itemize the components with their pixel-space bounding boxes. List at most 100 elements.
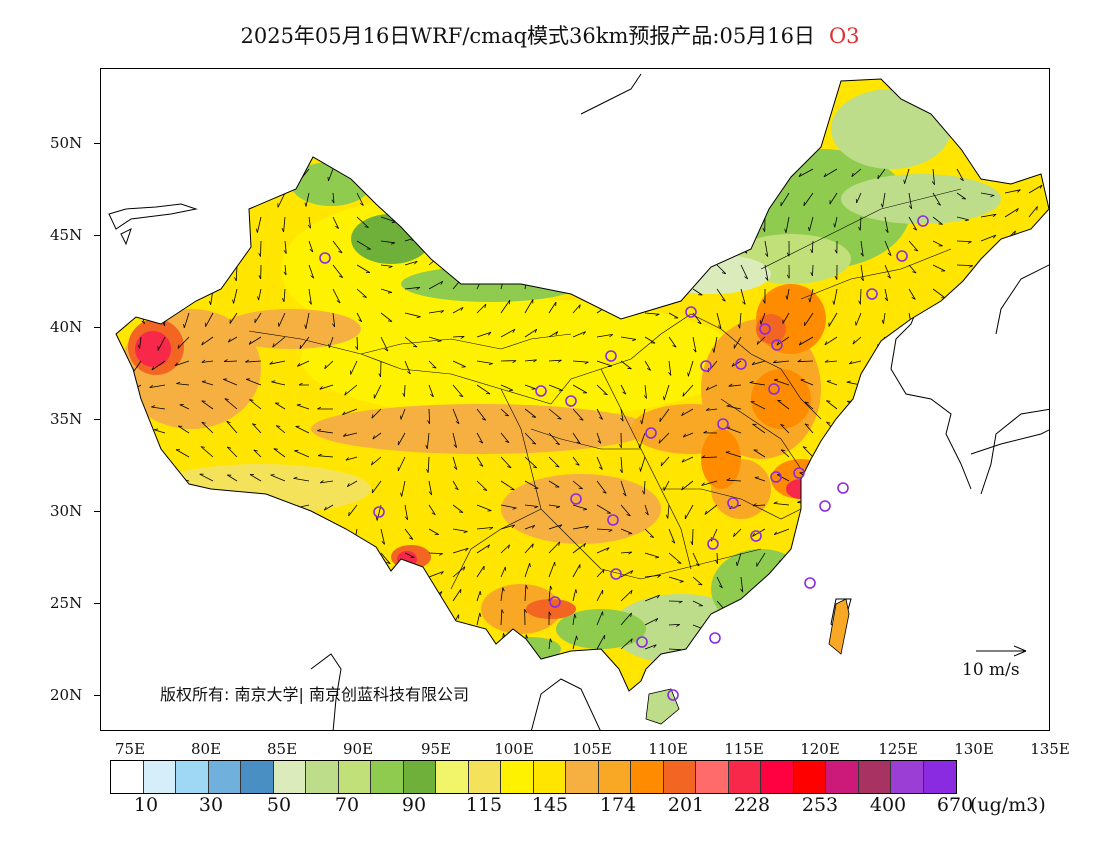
wind-arrow <box>257 216 262 233</box>
wind-arrow <box>956 336 964 348</box>
wind-arrow-head <box>352 540 355 545</box>
wind-arrow-head <box>720 225 725 229</box>
wind-arrow-head <box>921 410 925 415</box>
wind-arrow-head <box>210 613 213 618</box>
lon-label: 125E <box>878 740 918 758</box>
wind-arrow <box>908 240 919 252</box>
wind-arrow <box>229 192 238 203</box>
wind-arrow-head <box>501 253 504 258</box>
wind-arrow-head <box>927 369 929 374</box>
wind-arrow <box>131 480 142 485</box>
wind-arrow-head <box>655 313 660 317</box>
wind-arrow <box>856 192 862 204</box>
wind-arrow <box>380 336 389 352</box>
wind-arrow <box>572 360 589 363</box>
wind-arrow <box>500 456 512 469</box>
wind-arrow-head <box>1033 392 1038 395</box>
wind-arrow-head <box>898 430 903 433</box>
wind-arrow-head <box>1012 615 1015 620</box>
wind-arrow-head <box>512 507 517 510</box>
wind-arrow <box>188 600 192 615</box>
wind-arrow-head <box>833 223 836 228</box>
wind-arrow <box>380 552 391 564</box>
wind-arrow <box>798 528 814 534</box>
wind-arrow <box>644 618 659 626</box>
wind-arrow-head <box>252 423 257 426</box>
wind-arrow-head <box>877 174 879 180</box>
wind-arrow-head <box>885 229 889 233</box>
lat-tick <box>94 143 100 144</box>
wind-arrow <box>404 619 421 626</box>
china-outline <box>115 78 1049 692</box>
wind-arrow <box>524 504 539 507</box>
wind-arrow-head <box>668 372 672 376</box>
wind-arrow-head <box>718 325 722 329</box>
wind-arrow-head <box>583 508 588 511</box>
wind-arrow-head <box>296 403 301 406</box>
wind-arrow <box>548 301 557 314</box>
wind-arrow-head <box>551 203 554 208</box>
wind-arrow-head <box>733 532 735 537</box>
wind-arrow <box>740 576 744 593</box>
wind-arrow <box>620 279 634 290</box>
wind-arrow-head <box>258 608 261 613</box>
wind-arrow <box>1028 334 1045 338</box>
wind-arrow <box>548 638 551 650</box>
wind-arrow-head <box>1038 530 1043 533</box>
wind-arrow-head <box>656 257 660 262</box>
wind-arrow-head <box>951 393 953 398</box>
wind-arrow <box>128 456 142 459</box>
wind-arrow <box>476 303 487 314</box>
wind-arrow <box>274 402 286 410</box>
wind-arrow-head <box>186 227 190 232</box>
wind-arrow-head <box>609 334 613 338</box>
wind-arrow <box>452 480 459 491</box>
wind-arrow-head <box>885 631 890 635</box>
wind-arrow <box>946 408 958 421</box>
legend-swatch <box>891 761 924 793</box>
wind-arrow <box>860 288 862 305</box>
legend-swatch <box>663 761 696 793</box>
wind-arrow <box>956 240 972 242</box>
wind-arrow-head <box>640 420 643 425</box>
wind-arrow <box>428 480 433 495</box>
wind-arrow-head <box>826 380 831 382</box>
wind-arrow <box>739 192 742 205</box>
wind-arrow-head <box>388 266 393 269</box>
wind-arrow <box>188 624 194 641</box>
wind-arrow <box>548 480 560 488</box>
wind-arrow <box>345 456 358 461</box>
city-marker <box>771 339 783 351</box>
wind-arrow-head <box>785 659 789 664</box>
wind-arrow <box>230 576 238 592</box>
wind-arrow <box>932 192 941 206</box>
wind-arrow-head <box>417 645 421 649</box>
wind-arrow-head <box>705 407 710 411</box>
wind-arrow <box>140 216 151 230</box>
wind-arrow-head <box>649 536 654 538</box>
wind-arrow <box>248 336 262 345</box>
wind-arrow-head <box>438 173 443 175</box>
wind-arrow <box>773 503 790 506</box>
wind-arrow-head <box>924 388 927 393</box>
wind-arrow <box>428 591 443 602</box>
wind-arrow-head <box>575 463 580 466</box>
wind-arrow <box>877 168 886 180</box>
wind-arrow-head <box>232 226 234 231</box>
city-marker <box>917 215 929 227</box>
wind-arrow <box>245 360 262 363</box>
wind-arrow-head <box>531 525 536 529</box>
wind-arrow-head <box>145 631 150 633</box>
wind-arrow <box>284 264 287 276</box>
wind-arrow-head <box>698 583 703 586</box>
wind-arrow-head <box>852 340 855 345</box>
wind-arrow-head <box>913 249 919 252</box>
wind-arrow-head <box>671 540 676 544</box>
wind-arrow <box>777 399 790 410</box>
legend-label: 70 <box>334 794 360 816</box>
wind-arrow-head <box>784 228 787 233</box>
wind-arrow <box>179 404 190 410</box>
wind-arrow <box>572 589 577 602</box>
wind-arrow <box>692 552 700 567</box>
wind-arrow-head <box>245 359 250 363</box>
